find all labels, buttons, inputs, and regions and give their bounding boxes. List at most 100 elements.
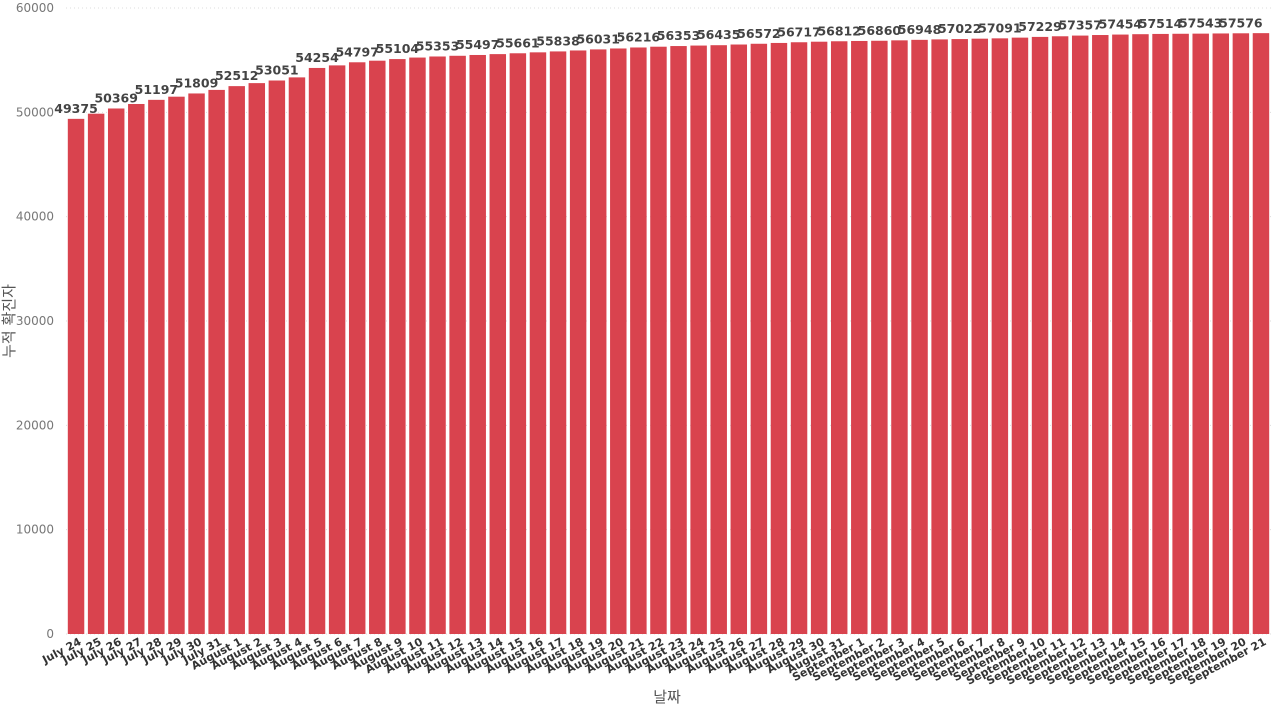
y-tick-label: 20000: [16, 418, 54, 432]
bar: [630, 47, 647, 634]
value-label: 54254: [295, 50, 339, 65]
bar: [188, 93, 205, 635]
value-label: 51809: [175, 75, 219, 90]
bar: [1232, 33, 1250, 634]
bar: [469, 54, 486, 634]
bar: [830, 41, 848, 634]
y-axis-title: 누적 확진자: [0, 284, 18, 358]
value-label: 54797: [335, 44, 379, 59]
bar: [328, 65, 346, 635]
value-label: 49375: [54, 101, 98, 116]
bar: [308, 67, 326, 634]
bar: [891, 40, 908, 635]
bar: [790, 42, 808, 635]
bar: [449, 55, 466, 634]
value-label: 56031: [576, 31, 620, 46]
value-label: 57357: [1058, 18, 1102, 33]
bar: [529, 52, 547, 634]
bar: [67, 118, 85, 634]
bar: [1192, 33, 1209, 634]
bar: [489, 54, 507, 634]
bar: [268, 80, 286, 635]
bar: [1031, 36, 1049, 634]
value-label: 56860: [858, 23, 902, 38]
bar: [589, 49, 607, 634]
value-label: 56435: [697, 27, 741, 42]
bar: [810, 41, 828, 635]
bar: [610, 48, 627, 635]
bar: [770, 42, 788, 635]
bar: [1011, 37, 1029, 634]
bar: [931, 39, 948, 634]
bar: [1051, 36, 1069, 634]
y-tick-label: 50000: [16, 105, 54, 119]
y-tick-label: 10000: [16, 523, 54, 537]
bar: [128, 103, 145, 634]
bar: [1152, 33, 1169, 635]
bar: [690, 45, 707, 635]
bar: [871, 40, 888, 634]
bar: [1112, 34, 1129, 634]
value-label: 55104: [376, 41, 420, 56]
bar: [1132, 34, 1149, 634]
value-label: 53051: [255, 63, 299, 78]
bar: [991, 38, 1009, 634]
value-label: 55838: [536, 33, 580, 48]
value-label: 56948: [898, 22, 942, 37]
bar: [1172, 33, 1189, 635]
bar: [851, 40, 868, 634]
bar: [248, 83, 266, 635]
value-label: 57514: [1139, 16, 1183, 31]
value-label: 55353: [416, 38, 460, 53]
bar: [951, 39, 968, 635]
value-label: 55661: [496, 35, 540, 50]
bar: [509, 53, 527, 634]
value-label: 57229: [1018, 19, 1062, 34]
value-label: 56572: [737, 26, 781, 41]
bar: [1092, 35, 1109, 634]
bar: [348, 62, 366, 635]
value-label: 51197: [135, 82, 179, 97]
bar: [750, 43, 768, 635]
value-label: 56717: [777, 24, 821, 39]
bar: [670, 46, 687, 635]
y-tick-label: 30000: [16, 314, 54, 328]
value-label: 57454: [1099, 17, 1143, 32]
bar: [710, 45, 727, 635]
bar: [1071, 35, 1089, 634]
y-tick-label: 40000: [16, 210, 54, 224]
x-axis-title: 날짜: [653, 688, 681, 706]
value-label: 56353: [657, 28, 701, 43]
bar: [168, 96, 185, 634]
bar: [971, 38, 989, 634]
bar: [1212, 33, 1230, 634]
bar: [288, 77, 306, 635]
bar: [429, 56, 446, 634]
bar: [569, 50, 587, 634]
bar: [549, 51, 567, 635]
bar: [911, 39, 928, 635]
bar: [228, 86, 245, 634]
bar: [409, 57, 426, 634]
bar: [87, 113, 105, 634]
value-label: 57022: [938, 21, 982, 36]
bar: [369, 60, 386, 634]
bar: [208, 89, 225, 634]
value-label: 55497: [456, 37, 500, 52]
bar: [107, 108, 125, 634]
bar: [389, 59, 406, 634]
value-label: 57543: [1179, 16, 1223, 31]
y-tick-label: 60000: [16, 1, 54, 15]
value-label: 56216: [617, 29, 661, 44]
value-label: 56812: [817, 23, 861, 38]
bar: [650, 46, 667, 635]
value-label: 50369: [94, 90, 138, 105]
value-label: 57576: [1219, 15, 1263, 30]
bar: [1252, 33, 1270, 634]
y-tick-label: 0: [46, 627, 54, 641]
bar: [148, 99, 165, 635]
value-label: 52512: [215, 68, 259, 83]
value-label: 57091: [978, 20, 1022, 35]
bar: [730, 44, 748, 635]
